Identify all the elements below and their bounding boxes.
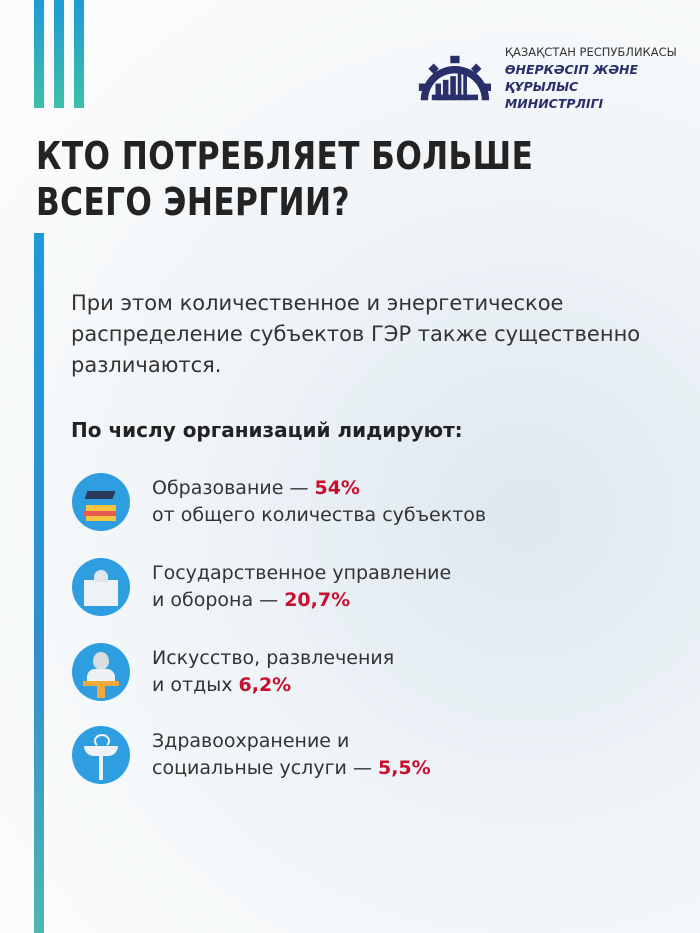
education-icon [72,473,130,531]
logo-line-2: ӨНЕРКӘСІП ЖӘНЕ ҚҰРЫЛЫС [504,62,639,94]
art-bust-icon [72,643,130,701]
decor-stripe [74,0,84,108]
medical-caduceus-icon [72,726,130,784]
title-line-2: ВСЕГО ЭНЕРГИИ? [36,180,350,224]
item-percent: 20,7% [284,589,351,611]
logo-line-1: ҚАЗАҚСТАН РЕСПУБЛИКАСЫ [504,45,677,59]
item-label-2: от общего количества субъектов [152,504,487,526]
decor-stripe [54,0,64,108]
ministry-logo: ҚАЗАҚСТАН РЕСПУБЛИКАСЫ ӨНЕРКӘСІП ЖӘНЕ ҚҰ… [417,44,700,112]
list-item-government: Государственное управление и оборона — 2… [72,558,451,616]
subheading: По числу организаций лидируют: [71,418,463,442]
item-label-2: и оборона — [152,589,285,611]
title-line-1: КТО ПОТРЕБЛЯЕТ БОЛЬШЕ [36,134,534,178]
page-title: КТО ПОТРЕБЛЯЕТ БОЛЬШЕ ВСЕГО ЭНЕРГИИ? [36,133,533,225]
gear-factory-icon [418,55,492,101]
list-item-art: Искусство, развлечения и отдых 6,2% [72,643,394,701]
item-label: Здравоохранение и [152,730,350,752]
item-percent: 6,2% [238,674,292,696]
item-label-2: и отдых [152,674,239,696]
decor-stripe [34,0,44,108]
intro-text: При этом количественное и энергетическое… [71,291,641,377]
logo-line-3: МИНИСТРЛІГІ [504,96,604,111]
decor-vertical-bar [34,233,44,933]
item-percent: 5,5% [377,757,431,779]
item-label-2: социальные услуги — [152,757,378,779]
item-label: Государственное управление [152,562,452,584]
list-item-health: Здравоохранение и социальные услуги — 5,… [72,726,431,784]
item-percent: 54% [314,477,360,499]
list-item-education: Образование — 54% от общего количества с… [72,473,486,531]
item-label: Искусство, развлечения [152,647,395,669]
item-label: Образование — [152,477,315,499]
government-building-icon [72,558,130,616]
